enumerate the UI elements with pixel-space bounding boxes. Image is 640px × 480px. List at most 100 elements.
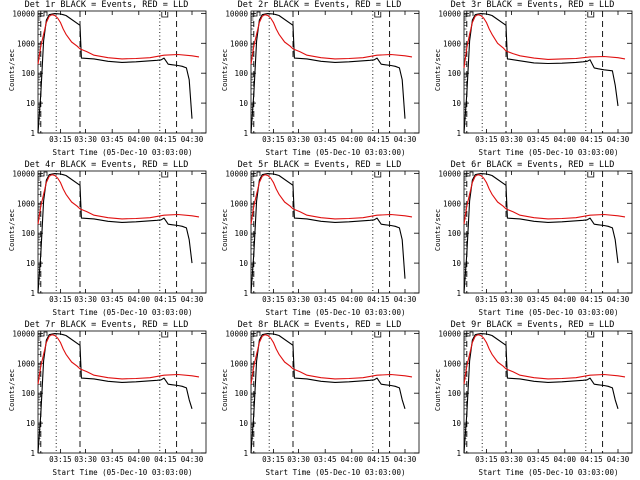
x-tick-label: 03:15 (262, 295, 285, 304)
state-marker (465, 11, 474, 17)
y-tick-label: 10000 (438, 9, 461, 18)
chart-title: Det 2r BLACK = Events, RED = LLD (237, 0, 402, 10)
y-tick-label: 1 (243, 289, 248, 298)
plot-svg: 1 10 100 1000 10000 03:15 03:30 03:45 04:00 04:15… (438, 329, 633, 464)
state-marker (374, 12, 382, 18)
lld-series-line (250, 334, 413, 385)
x-tick-label: 04:00 (341, 295, 364, 304)
chart-title: Det 1r BLACK = Events, RED = LLD (24, 0, 189, 10)
plot-frame (463, 10, 633, 134)
chart-title: Det 5r BLACK = Events, RED = LLD (237, 160, 402, 170)
x-axis-label: Start Time (05-Dec-10 03:03:00) (265, 148, 406, 157)
panel-det-5: Det 5r BLACK = Events, RED = LLD Start Ti… (213, 160, 426, 320)
lld-series-line (463, 174, 626, 225)
y-tick-label: 100 (447, 69, 461, 78)
y-tick-label: 10000 (12, 329, 35, 338)
state-marker (587, 172, 595, 178)
x-tick-label: 03:45 (101, 295, 124, 304)
plot-svg: 1 10 100 1000 10000 03:15 03:30 03:45 04:00 04:15… (225, 9, 420, 144)
x-tick-label: 04:30 (607, 295, 630, 304)
chart-title: Det 8r BLACK = Events, RED = LLD (237, 320, 402, 330)
y-tick-label: 10 (26, 259, 36, 268)
x-tick-label: 04:30 (394, 295, 417, 304)
plot-frame (37, 330, 207, 454)
x-tick-label: 03:30 (74, 455, 97, 464)
y-tick-label: 100 (21, 69, 35, 78)
x-tick-label: 04:15 (367, 135, 390, 144)
lld-series-line (37, 334, 200, 385)
x-tick-label: 03:45 (101, 135, 124, 144)
lld-series-line (250, 14, 413, 65)
y-tick-label: 1000 (17, 199, 36, 208)
x-tick-label: 03:15 (475, 455, 498, 464)
x-tick-label: 04:00 (341, 135, 364, 144)
x-tick-label: 04:15 (580, 135, 603, 144)
events-series-line (463, 333, 619, 454)
state-marker (39, 171, 48, 177)
y-tick-label: 1 (456, 289, 461, 298)
state-marker (374, 172, 382, 178)
panel-det-2: Det 2r BLACK = Events, RED = LLD Start Ti… (213, 0, 426, 160)
x-tick-label: 03:15 (49, 135, 72, 144)
state-marker (161, 332, 169, 338)
state-marker (587, 12, 595, 18)
x-tick-label: 04:30 (181, 135, 204, 144)
y-tick-label: 1 (30, 289, 35, 298)
x-tick-label: 04:30 (394, 455, 417, 464)
x-tick-label: 04:00 (128, 455, 151, 464)
plot-frame (37, 170, 207, 294)
chart-title: Det 6r BLACK = Events, RED = LLD (450, 160, 615, 170)
x-tick-label: 03:15 (49, 295, 72, 304)
panel-det-7: Det 7r BLACK = Events, RED = LLD Start Ti… (0, 320, 213, 480)
x-tick-label: 04:00 (128, 295, 151, 304)
plot-svg: 1 10 100 1000 10000 03:15 03:30 03:45 04:00 04:15… (12, 169, 207, 304)
plot-svg: 1 10 100 1000 10000 03:15 03:30 03:45 04:00 04:15… (438, 169, 633, 304)
y-tick-label: 1000 (230, 199, 249, 208)
x-tick-label: 03:30 (287, 135, 310, 144)
plot-frame (463, 170, 633, 294)
y-tick-label: 10000 (225, 329, 248, 338)
x-axis-label: Start Time (05-Dec-10 03:03:00) (52, 468, 193, 477)
state-marker (465, 171, 474, 177)
lld-series-line (463, 334, 626, 385)
plot-svg: 1 10 100 1000 10000 03:15 03:30 03:45 04:00 04:15… (225, 329, 420, 464)
x-tick-label: 04:30 (181, 455, 204, 464)
x-tick-label: 03:45 (101, 455, 124, 464)
events-series-line (250, 173, 406, 294)
lld-series-line (250, 174, 413, 225)
y-tick-label: 100 (21, 229, 35, 238)
events-series-line (250, 333, 406, 454)
state-marker (374, 332, 382, 338)
panel-det-1: Det 1r BLACK = Events, RED = LLD Start Ti… (0, 0, 213, 160)
x-tick-label: 03:45 (314, 455, 337, 464)
y-tick-label: 10000 (438, 329, 461, 338)
y-tick-label: 1000 (17, 39, 36, 48)
y-tick-label: 10000 (12, 169, 35, 178)
x-tick-label: 04:30 (607, 135, 630, 144)
panel-det-3: Det 3r BLACK = Events, RED = LLD Start Ti… (426, 0, 639, 160)
x-tick-label: 03:45 (314, 135, 337, 144)
x-tick-label: 04:30 (181, 295, 204, 304)
events-series-line (463, 13, 619, 134)
panel-det-9: Det 9r BLACK = Events, RED = LLD Start Ti… (426, 320, 639, 480)
plot-svg: 1 10 100 1000 10000 03:15 03:30 03:45 04:00 04:15… (12, 9, 207, 144)
y-tick-label: 1 (30, 129, 35, 138)
y-tick-label: 1 (30, 449, 35, 458)
x-tick-label: 04:15 (154, 295, 177, 304)
plot-svg: 1 10 100 1000 10000 03:15 03:30 03:45 04:00 04:15… (225, 169, 420, 304)
state-marker (252, 11, 261, 17)
y-tick-label: 10 (452, 99, 462, 108)
y-tick-label: 1000 (17, 359, 36, 368)
y-tick-label: 10 (239, 259, 249, 268)
x-tick-label: 04:00 (128, 135, 151, 144)
state-marker (587, 332, 595, 338)
state-marker (252, 331, 261, 337)
y-tick-label: 10000 (438, 169, 461, 178)
plot-frame (250, 330, 420, 454)
state-marker (161, 12, 169, 18)
panel-det-4: Det 4r BLACK = Events, RED = LLD Start Ti… (0, 160, 213, 320)
x-tick-label: 03:30 (74, 135, 97, 144)
y-tick-label: 100 (447, 229, 461, 238)
x-axis-label: Start Time (05-Dec-10 03:03:00) (52, 308, 193, 317)
y-tick-label: 10 (239, 99, 249, 108)
